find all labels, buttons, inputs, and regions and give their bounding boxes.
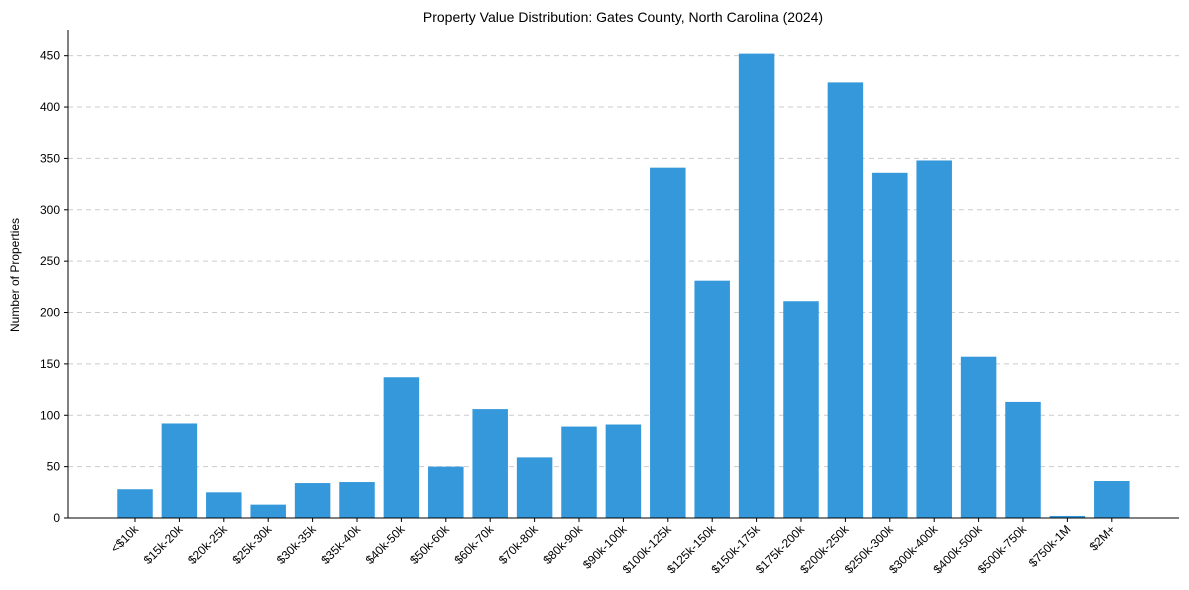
x-ticks: <$10k $15k-20k $20k-25k $25k-30k $30k-35k $35…: [108, 518, 1118, 576]
y-tick-label-250: 250: [40, 254, 60, 268]
bar-20: [1005, 401, 1041, 518]
x-tick-label-6: $40k-50k: [363, 522, 409, 568]
y-tick-label-450: 450: [40, 49, 60, 63]
x-tick-label-21: $750k-1M: [1026, 522, 1074, 570]
y-tick-label-50: 50: [47, 460, 61, 474]
y-tick-label-0: 0: [53, 511, 60, 525]
bar-4: [294, 483, 331, 518]
bar-22: [1094, 481, 1130, 518]
bar-11: [605, 424, 642, 518]
bar-13: [694, 280, 730, 518]
x-tick-label-3: $25k-30k: [230, 522, 276, 568]
x-tick-label-2: $20k-25k: [185, 522, 231, 568]
y-tick-label-100: 100: [40, 408, 60, 422]
bar-12: [650, 167, 686, 519]
bar-17: [872, 172, 908, 519]
x-tick-label-9: $70k-80k: [496, 522, 542, 568]
bar-21: [1049, 515, 1086, 518]
bar-19: [960, 356, 997, 518]
bar-14: [738, 53, 775, 518]
x-tick-label-0: <$10k: [108, 522, 142, 556]
y-tick-label-200: 200: [40, 306, 60, 320]
bar-16: [827, 82, 864, 519]
bar-10: [561, 426, 597, 518]
x-tick-label-1: $15k-20k: [141, 522, 187, 568]
bar-18: [916, 160, 952, 519]
y-tick-label-150: 150: [40, 357, 60, 371]
x-tick-label-4: $30k-35k: [274, 522, 320, 568]
x-tick-label-8: $60k-70k: [452, 522, 498, 568]
x-tick-label-20: $500k-750k: [975, 522, 1030, 577]
bar-0: [117, 489, 153, 518]
chart-title: Property Value Distribution: Gates Count…: [423, 9, 823, 25]
bar-9: [516, 457, 553, 518]
x-tick-label-10: $80k-90k: [540, 522, 586, 568]
x-tick-label-5: $35k-40k: [318, 522, 364, 568]
bar-5: [339, 482, 375, 518]
bar-1: [161, 423, 198, 518]
bar-8: [472, 409, 508, 518]
bar-7: [428, 466, 464, 518]
bar-3: [250, 504, 286, 518]
y-axis-label: Number of Properties: [8, 218, 22, 332]
x-tick-label-22: $2M+: [1087, 522, 1118, 553]
y-tick-label-350: 350: [40, 151, 60, 165]
bar-15: [783, 301, 819, 518]
y-ticks: 0 50 100 150 200 250 300 350 400 450: [40, 49, 68, 525]
bars: [117, 53, 1130, 519]
y-tick-label-400: 400: [40, 100, 60, 114]
bar-2: [206, 492, 242, 518]
y-tick-label-300: 300: [40, 203, 60, 217]
bar-6: [383, 377, 420, 518]
x-tick-label-7: $50k-60k: [407, 522, 453, 568]
